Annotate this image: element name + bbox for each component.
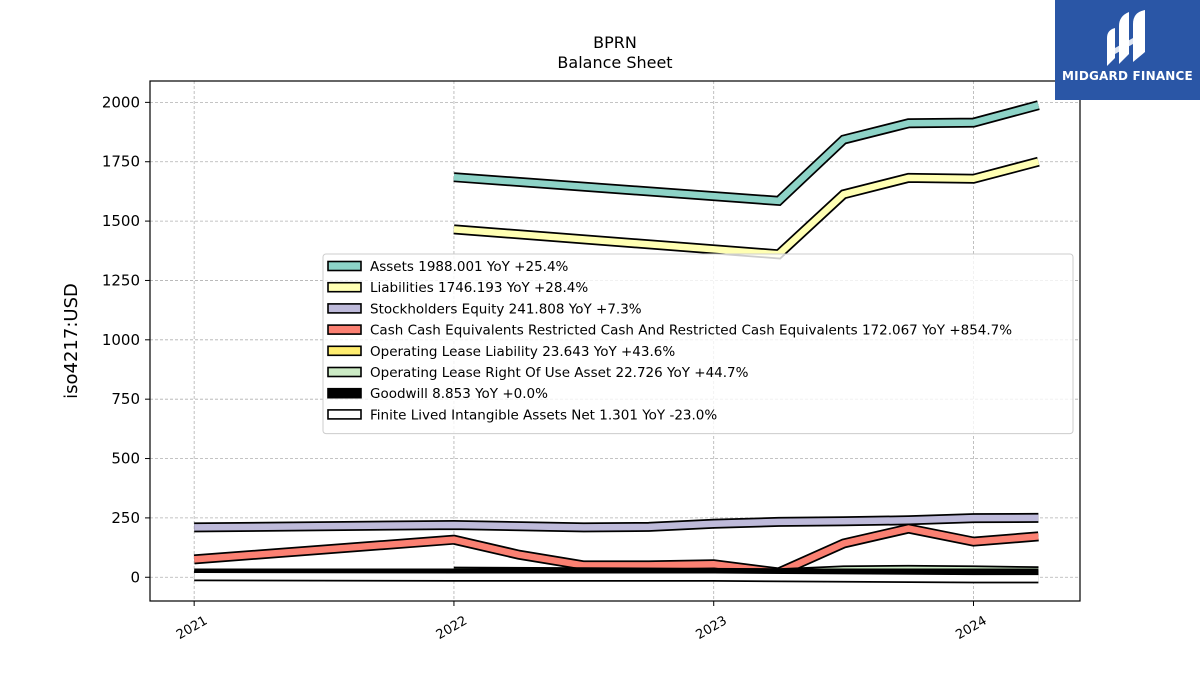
logo-mark-icon: [1107, 10, 1145, 66]
legend-swatch: [327, 303, 362, 314]
series-line: [193, 525, 1039, 576]
legend-swatch: [327, 324, 362, 335]
legend-label: Operating Lease Liability 23.643 YoY +43…: [370, 344, 675, 360]
plot-frame: [149, 80, 1081, 602]
y-tick-label: 250: [111, 509, 140, 527]
legend-swatch: [327, 409, 362, 420]
legend-label: Goodwill 8.853 YoY +0.0%: [370, 386, 548, 402]
legend-swatch: [327, 366, 362, 378]
series-assets: [453, 100, 1040, 207]
series-cash-cash-equivalents-restricted-cash-and-restricted-cash-equivalents: [193, 523, 1039, 578]
legend-label: Liabilities 1746.193 YoY +28.4%: [370, 280, 588, 296]
y-tick-label: 0: [130, 568, 140, 586]
midgard-finance-logo: MIDGARD FINANCE: [1055, 0, 1200, 100]
legend: [322, 253, 1074, 435]
series-line: [194, 514, 1039, 531]
y-tick-label: 1500: [102, 212, 140, 230]
legend-label: Cash Cash Equivalents Restricted Cash An…: [370, 323, 1012, 339]
x-tick-label: 2023: [694, 613, 730, 643]
x-tick-label: 2021: [174, 613, 210, 643]
legend-swatch: [327, 281, 362, 293]
legend-label: Stockholders Equity 241.808 YoY +7.3%: [370, 301, 642, 317]
series-stockholders-equity: [194, 512, 1039, 533]
legend-label: Operating Lease Right Of Use Asset 22.72…: [370, 365, 749, 381]
y-tick-label: 2000: [102, 93, 140, 111]
series-line: [194, 573, 1039, 582]
chart-subtitle: Balance Sheet: [557, 53, 672, 72]
legend-swatch: [327, 387, 362, 399]
logo-text: MIDGARD FINANCE: [1062, 69, 1193, 83]
legend-label: Assets 1988.001 YoY +25.4%: [370, 259, 569, 275]
x-tick-label: 2022: [434, 613, 470, 643]
legend-swatch: [327, 345, 362, 357]
y-tick-label: 1750: [102, 153, 140, 171]
y-tick-label: 750: [111, 390, 140, 408]
y-tick-label: 500: [111, 450, 140, 468]
y-tick-label: 1250: [102, 271, 140, 289]
series-finite-lived-intangible-assets-net: [194, 571, 1039, 584]
series-liabilities: [453, 156, 1040, 260]
x-tick-label: 2024: [953, 613, 989, 643]
series-line: [453, 102, 1040, 205]
series-line: [453, 158, 1040, 258]
chart-title: BPRN: [593, 33, 637, 52]
legend-swatch: [327, 260, 362, 272]
y-tick-label: 1000: [102, 331, 140, 349]
y-axis-label: iso4217:USD: [61, 283, 82, 399]
legend-label: Finite Lived Intangible Assets Net 1.301…: [370, 407, 717, 423]
